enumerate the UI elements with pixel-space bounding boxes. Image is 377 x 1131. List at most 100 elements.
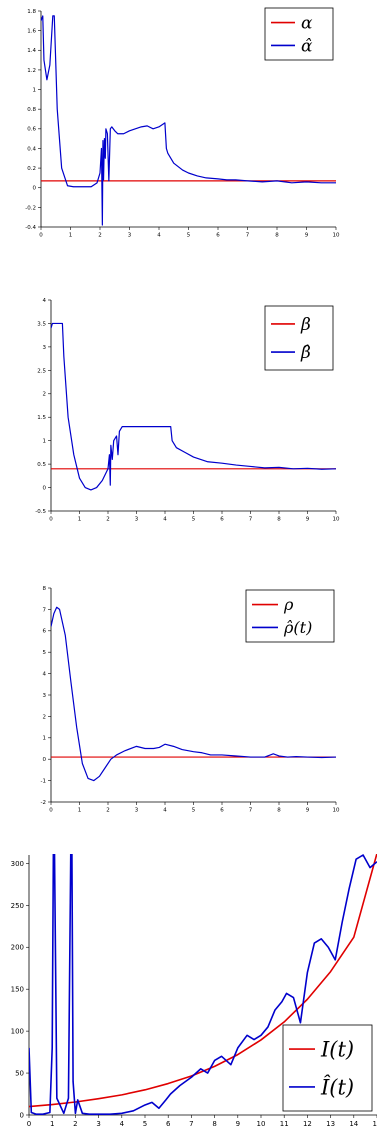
x-tick-label: 4 [120,1120,125,1128]
plot-area [51,322,336,491]
legend: αα̂ [264,7,334,61]
x-tick-label: 3 [96,1120,100,1128]
x-tick-label: 7 [249,808,253,814]
y-tick-label: 0.2 [27,166,36,172]
legend: β β̂ [264,305,334,371]
x-tick-label: 2 [98,233,102,239]
x-tick-label: 8 [275,233,279,239]
legend-label: α̂ [301,36,313,56]
y-tick-label: 8 [43,586,47,592]
x-tick-label: 10 [333,233,340,239]
y-tick-label: 5 [43,650,47,656]
y-tick-label: 2 [43,714,47,720]
x-tick-label: 0 [49,517,53,523]
y-tick-label: 0 [43,485,47,491]
x-tick-label: 0 [27,1120,31,1128]
x-tick-label: 3 [135,517,139,523]
y-tick-label: -2 [41,800,46,806]
y-tick-label: 1.4 [27,48,36,54]
y-tick-label: 200 [11,944,24,952]
series-line-estimate [51,606,336,782]
chart-panel-1: -0.4 -0.2 0 0.2 0.4 0.6 0.8 1 1.2 1.4 1.6 1.8 0 1 2 3 4 5… [25,7,340,239]
y-tick-label: 0 [20,1111,24,1119]
x-tick-label: 3 [128,233,132,239]
y-tick-label: 7 [43,607,47,613]
legend-label: β̂ [300,343,311,363]
x-tick-label: 13 [326,1120,335,1128]
y-tick-label: 1 [33,87,37,93]
legend-label: β [300,315,311,335]
x-tick-label: 7 [189,1120,193,1128]
y-tick-label: 4 [43,298,47,304]
x-tick-label: 1 [78,808,82,814]
x-tick-label: 9 [236,1120,240,1128]
x-tick-label: 4 [163,517,167,523]
legend: ρ ρ̂(t) [245,589,335,643]
y-tick-label: 0.4 [27,146,36,152]
x-tick-label: 6 [220,808,224,814]
plot-area [29,854,377,1115]
legend-label: ρ̂(t) [283,618,312,637]
y-tick-label: 6 [43,629,47,635]
y-tick-label: 2 [43,392,47,398]
x-tick-label: 2 [73,1120,77,1128]
y-tick-label: 2.5 [37,368,46,374]
legend-box [282,1024,373,1112]
y-tick-label: 3 [43,693,47,699]
legend-box [245,589,335,643]
x-tick-label: 8 [277,808,281,814]
y-tick-label: 3.5 [37,321,46,327]
y-tick-label: 300 [11,860,24,868]
y-tick-label: 0.8 [27,107,36,113]
y-tick-label: 3 [43,345,47,351]
y-tick-label: 0 [33,186,37,192]
y-tick-label: 0.6 [27,127,36,133]
y-tick-label: -0.5 [35,509,46,515]
y-tick-label: 1.6 [27,29,36,35]
legend-label: α [301,14,313,34]
x-tick-label: 10 [333,517,340,523]
x-tick-label: 4 [163,808,167,814]
y-tick-label: 1.2 [27,68,36,74]
x-tick-label: 4 [157,233,161,239]
y-tick-label: 1 [43,736,47,742]
x-tick-label: 9 [306,517,310,523]
y-tick-label: 100 [11,1028,24,1036]
chart-panel-3: -2 -1 0 1 2 3 4 5 6 7 8 0 1 2 3 4 5 6 7 8 9 10 ρ ρ̂(t) [41,586,340,814]
series-line-estimate [41,15,336,226]
y-tick-label: 0.5 [37,462,46,468]
x-tick-label: 0 [49,808,53,814]
x-tick-label: 9 [305,233,309,239]
series-line-estimate [51,322,336,491]
x-tick-label: 14 [349,1120,358,1128]
legend-label: I(t) [320,1037,354,1061]
x-tick-label: 3 [135,808,139,814]
x-tick-label: 1 [78,517,82,523]
y-tick-label: 1.5 [37,415,46,421]
y-tick-label: 1 [43,439,47,445]
y-tick-label: 1.8 [27,9,36,15]
plot-area [51,606,336,782]
y-tick-label: -0.2 [25,205,36,211]
x-tick-label: 5 [192,517,196,523]
series-line-estimate [29,854,377,1115]
x-tick-label: 12 [303,1120,312,1128]
y-tick-label: 150 [11,986,24,994]
legend-label: ρ [283,595,294,614]
legend-box [264,305,334,371]
x-tick-label: 11 [280,1120,289,1128]
x-tick-label: 7 [249,517,253,523]
x-tick-label: 8 [212,1120,216,1128]
x-tick-label: 5 [143,1120,147,1128]
plot-area [41,15,336,226]
x-tick-label: 9 [306,808,310,814]
x-tick-label: 6 [220,517,224,523]
x-tick-label: 5 [187,233,191,239]
x-tick-label: 10 [333,808,340,814]
x-tick-label: 6 [216,233,220,239]
x-tick-label: 5 [192,808,196,814]
legend-label: Î(t) [320,1075,354,1099]
